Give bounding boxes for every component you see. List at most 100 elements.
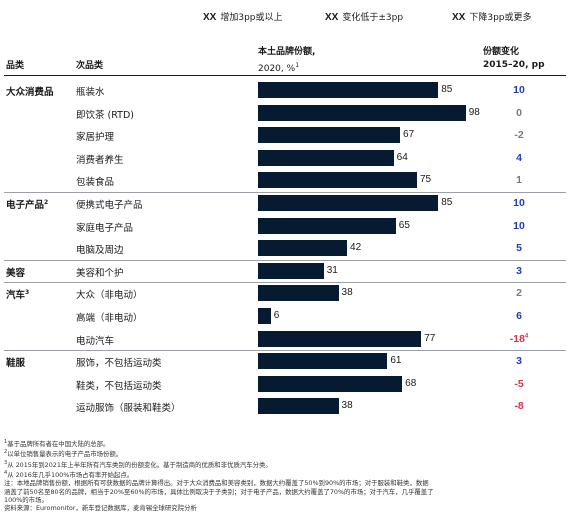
change-value: 4 bbox=[494, 152, 544, 164]
share-bar bbox=[258, 353, 388, 370]
change-number: -2 bbox=[514, 129, 524, 142]
share-bar bbox=[258, 127, 401, 144]
subcategory-label: 高端（非电动） bbox=[76, 313, 143, 324]
change-value: 10 bbox=[494, 197, 544, 209]
change-value: 5 bbox=[494, 242, 544, 254]
subcategory-label: 大众（非电动） bbox=[76, 290, 143, 302]
footnote-text: 从 2015年到2021年上半年所有汽车类别的份额变化。基于制造商的优质和非优质… bbox=[7, 460, 272, 469]
share-value: 31 bbox=[326, 264, 338, 276]
legend-marker: XX bbox=[325, 12, 339, 23]
category-name: 大众消费品 bbox=[6, 87, 54, 98]
share-bar bbox=[258, 375, 403, 392]
category-footnote-mark: 3 bbox=[25, 289, 30, 297]
share-bar bbox=[258, 149, 394, 166]
category-label: 电子产品2 bbox=[6, 197, 48, 211]
change-number: 5 bbox=[516, 242, 522, 255]
legend-label: 变化低于±3pp bbox=[342, 13, 404, 23]
subcategory-label: 服饰，不包括运动类 bbox=[76, 358, 162, 370]
change-value: 0 bbox=[494, 107, 544, 119]
category-name: 美容 bbox=[6, 267, 26, 279]
change-value: -8 bbox=[494, 400, 544, 412]
change-value: -2 bbox=[494, 129, 544, 141]
share-value: 65 bbox=[398, 219, 410, 231]
share-value: 42 bbox=[350, 242, 362, 254]
footnote: 涵盖了前50名至80名的品牌，相当于20%至60%的市场，具体比例取决于子类别；… bbox=[4, 488, 570, 496]
category-label: 鞋服 bbox=[6, 355, 25, 369]
footnote-mark: 3 bbox=[4, 459, 8, 466]
header-share-line2: 2020, %1 bbox=[258, 60, 299, 75]
footnote-mark: 1 bbox=[4, 439, 8, 445]
change-number: 1 bbox=[516, 174, 522, 187]
change-number: 3 bbox=[516, 264, 522, 277]
footnote: 2以单位销售量表示的电子产品市场份额。 bbox=[4, 448, 570, 458]
share-value: 38 bbox=[341, 400, 353, 412]
header-share-line1: 本土品牌份额, bbox=[258, 47, 316, 57]
change-number: 10 bbox=[513, 84, 525, 96]
category-label: 大众消费品 bbox=[6, 84, 54, 98]
change-value: 2 bbox=[494, 287, 544, 299]
subcategory-label: 鞋类，不包括运动类 bbox=[76, 380, 162, 392]
share-value: 61 bbox=[390, 355, 402, 367]
header-rule bbox=[4, 75, 566, 76]
legend-label: 下降3pp或更多 bbox=[469, 13, 532, 23]
subcategory-label: 家居护理 bbox=[76, 132, 115, 144]
header-change-line1: 份额变化 bbox=[483, 47, 520, 57]
legend: XX 增加3pp或以上 XX 变化低于±3pp XX 下降3pp或更多 bbox=[0, 10, 574, 26]
share-value: 85 bbox=[441, 84, 453, 95]
share-bar bbox=[258, 398, 339, 415]
subcategory-label: 运动服饰（服装和鞋类） bbox=[76, 403, 181, 415]
share-value: 85 bbox=[441, 197, 453, 208]
footnote-mark: 2 bbox=[4, 449, 8, 456]
header-subcategory: 次品类 bbox=[76, 61, 104, 71]
subcategory-label: 便携式电子产品 bbox=[76, 200, 143, 211]
legend-label: 增加3pp或以上 bbox=[220, 13, 283, 23]
footnote: 100%的市场。 bbox=[4, 496, 570, 504]
change-footnote-mark: 4 bbox=[524, 333, 529, 340]
change-number: 0 bbox=[516, 106, 522, 119]
footnote-text: 以单位销售量表示的电子产品市场份额。 bbox=[7, 450, 123, 459]
share-bar bbox=[258, 195, 439, 211]
footnote-mark: 4 bbox=[4, 469, 8, 476]
share-bar bbox=[258, 308, 271, 324]
change-value: 10 bbox=[494, 84, 544, 96]
share-bar bbox=[258, 330, 422, 347]
category-label: 汽车3 bbox=[6, 287, 29, 301]
share-value: 38 bbox=[341, 287, 353, 299]
header-share-text: 2020, % bbox=[258, 64, 296, 74]
share-bar bbox=[258, 217, 396, 234]
share-value: 67 bbox=[403, 129, 415, 141]
footnote-text: 注：本地品牌销售份额，根据所有可获数据的品牌计算得出。对于大众消费品和美容类别，… bbox=[4, 479, 429, 488]
header-category: 品类 bbox=[6, 61, 25, 71]
share-value: 75 bbox=[420, 174, 432, 186]
share-value: 64 bbox=[396, 151, 408, 163]
category-name: 汽车 bbox=[6, 290, 26, 302]
header-share-sup: 1 bbox=[295, 62, 300, 69]
change-number: 6 bbox=[516, 310, 522, 322]
footnote-text: 100%的市场。 bbox=[4, 495, 48, 504]
category-name: 鞋服 bbox=[6, 358, 26, 370]
change-number: -5 bbox=[514, 377, 524, 390]
footnote: 注：本地品牌销售份额，根据所有可获数据的品牌计算得出。对于大众消费品和美容类别，… bbox=[4, 479, 570, 487]
share-bar bbox=[258, 172, 417, 189]
change-value: 3 bbox=[494, 265, 544, 277]
subcategory-label: 即饮茶 (RTD) bbox=[76, 109, 134, 121]
share-bar bbox=[258, 104, 466, 121]
share-value: 68 bbox=[405, 377, 417, 389]
header-change-text: 2015–20, pp bbox=[483, 60, 545, 70]
change-number: 10 bbox=[513, 219, 525, 232]
footnote-text: 涵盖了前50名至80名的品牌，相当于20%至60%的市场，具体比例取决于子类别；… bbox=[4, 487, 434, 496]
share-value: 6 bbox=[273, 310, 280, 321]
header-change-line2: 2015–20, pp bbox=[483, 60, 545, 71]
category-name: 电子产品 bbox=[6, 200, 45, 211]
change-value: 1 bbox=[494, 174, 544, 186]
share-value: 77 bbox=[424, 332, 436, 344]
change-number: 10 bbox=[513, 197, 525, 209]
footnote-text: 从 2016年几乎100%市场占有率开始起点。 bbox=[7, 471, 134, 480]
subcategory-label: 电脑及周边 bbox=[76, 245, 124, 257]
footnote-text: 基于品牌所有者在中国大陆的总部。 bbox=[7, 440, 110, 449]
share-bar bbox=[258, 262, 324, 279]
subcategory-label: 电动汽车 bbox=[76, 335, 115, 347]
change-number: 4 bbox=[516, 151, 522, 164]
legend-marker: XX bbox=[452, 12, 466, 23]
share-bar bbox=[258, 285, 339, 302]
